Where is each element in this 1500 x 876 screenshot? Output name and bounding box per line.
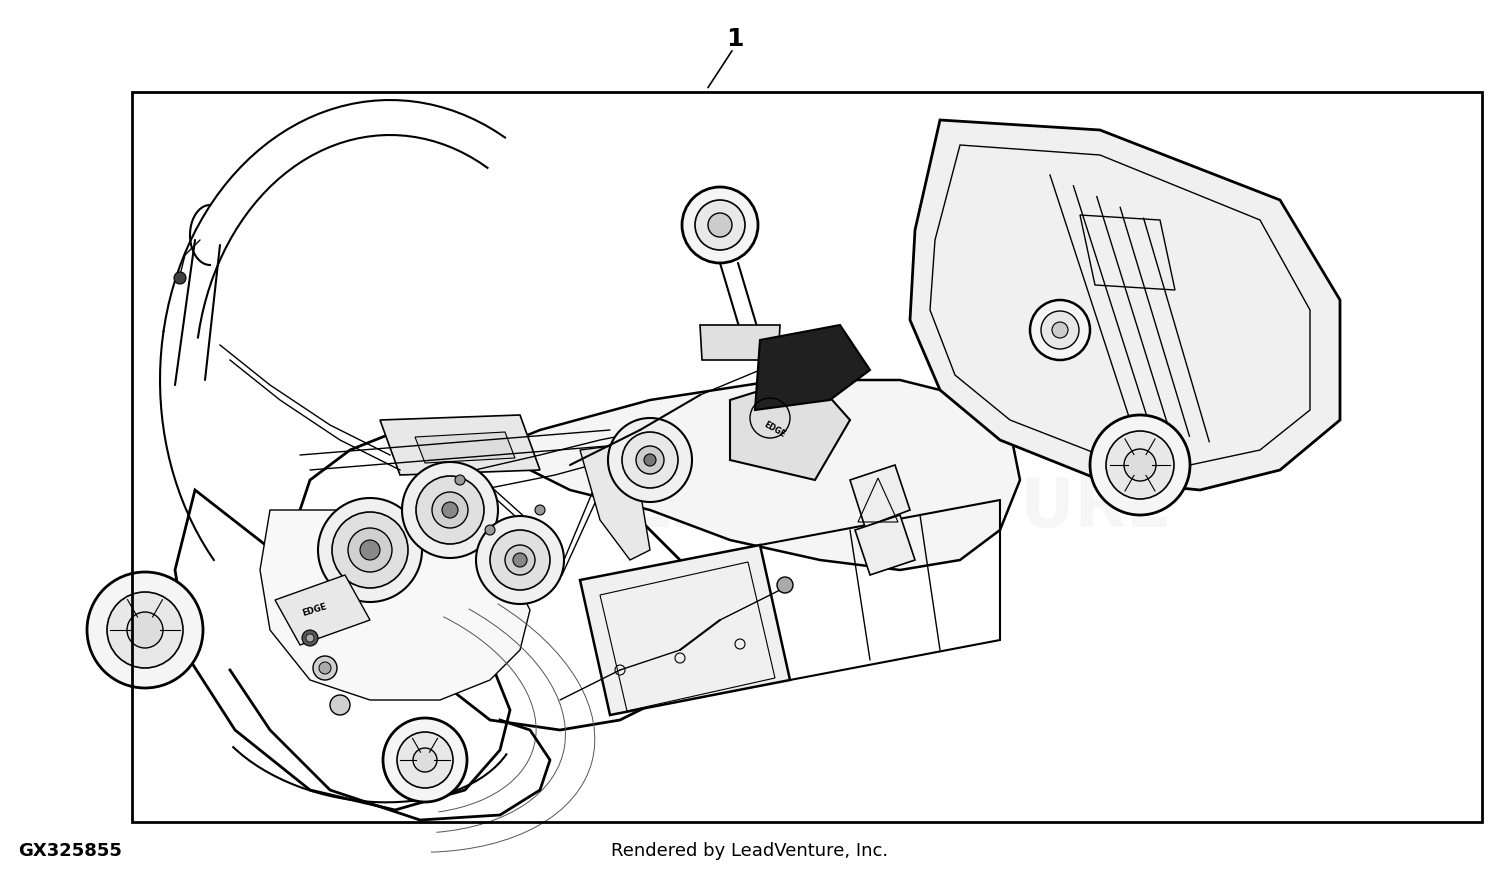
Circle shape: [708, 213, 732, 237]
Circle shape: [413, 748, 436, 772]
Circle shape: [1041, 311, 1078, 349]
Polygon shape: [850, 465, 910, 527]
Circle shape: [432, 492, 468, 528]
Circle shape: [636, 446, 664, 474]
Circle shape: [777, 577, 794, 593]
Circle shape: [106, 592, 183, 668]
Polygon shape: [490, 380, 1020, 570]
Polygon shape: [274, 575, 370, 645]
Polygon shape: [580, 445, 650, 560]
Polygon shape: [754, 325, 870, 410]
Polygon shape: [700, 325, 780, 360]
Circle shape: [348, 528, 392, 572]
Circle shape: [644, 454, 656, 466]
Circle shape: [1124, 449, 1156, 481]
Text: GX325855: GX325855: [18, 843, 122, 860]
Polygon shape: [730, 375, 850, 480]
Circle shape: [536, 505, 544, 515]
Circle shape: [382, 718, 466, 802]
Circle shape: [416, 476, 484, 544]
Circle shape: [484, 525, 495, 535]
Circle shape: [306, 634, 314, 642]
Circle shape: [513, 553, 526, 567]
Text: EDGE: EDGE: [762, 420, 788, 440]
Circle shape: [318, 498, 422, 602]
Circle shape: [682, 187, 758, 263]
Circle shape: [398, 732, 453, 788]
Polygon shape: [176, 430, 700, 810]
Circle shape: [174, 272, 186, 284]
Circle shape: [128, 612, 164, 648]
Circle shape: [622, 432, 678, 488]
Text: Rendered by LeadVenture, Inc.: Rendered by LeadVenture, Inc.: [612, 843, 888, 860]
Circle shape: [506, 545, 536, 575]
Circle shape: [454, 475, 465, 485]
Circle shape: [608, 418, 692, 502]
Text: LEADVENTURE: LEADVENTURE: [628, 475, 1172, 541]
Circle shape: [1052, 322, 1068, 338]
Polygon shape: [580, 545, 790, 715]
Text: EDGE: EDGE: [302, 602, 328, 618]
Circle shape: [330, 695, 350, 715]
Polygon shape: [380, 415, 540, 475]
Circle shape: [332, 512, 408, 588]
Bar: [132, 92, 1482, 822]
Circle shape: [360, 540, 380, 560]
Circle shape: [1030, 300, 1090, 360]
Polygon shape: [416, 432, 514, 463]
Polygon shape: [855, 515, 915, 575]
Polygon shape: [260, 510, 530, 700]
Polygon shape: [910, 120, 1340, 490]
Circle shape: [694, 200, 746, 250]
Circle shape: [1090, 415, 1190, 515]
Circle shape: [87, 572, 202, 688]
Circle shape: [442, 502, 458, 518]
Circle shape: [476, 516, 564, 604]
Circle shape: [302, 630, 318, 646]
Circle shape: [490, 530, 550, 590]
Circle shape: [320, 662, 332, 674]
Circle shape: [402, 462, 498, 558]
Circle shape: [314, 656, 338, 680]
Text: 1: 1: [726, 27, 744, 52]
Circle shape: [1106, 431, 1174, 499]
